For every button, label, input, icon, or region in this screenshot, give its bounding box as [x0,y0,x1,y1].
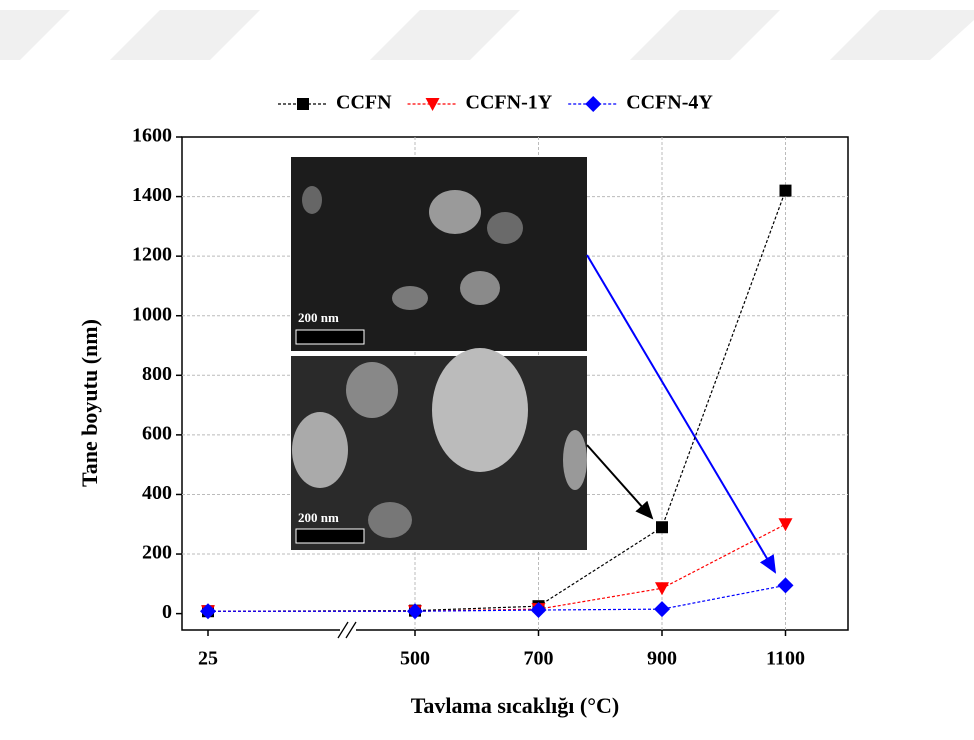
arrow [586,254,777,574]
grain [346,362,398,418]
grain [392,286,428,310]
x-axis-label: Tavlama sıcaklığı (°C) [411,693,619,718]
legend-label: CCFN [336,92,392,114]
grain [292,412,348,488]
point [407,603,423,620]
point [200,603,216,620]
point [530,602,547,619]
x-tick-label: 25 [198,648,218,670]
y-tick-label: 800 [142,363,172,385]
series-line [208,584,786,612]
point [656,521,668,534]
watermark [0,10,974,60]
y-tick-label: 1000 [132,303,172,325]
point [777,577,794,594]
inset-image [291,157,587,351]
legend-label: CCFN-4Y [626,92,713,114]
x-tick-label: 700 [524,648,554,670]
y-tick-label: 0 [162,601,172,623]
grain [487,212,523,244]
x-tick-label: 1100 [766,648,805,670]
scale-label: 200 nm [298,510,339,525]
point [585,96,602,112]
y-tick-label: 600 [142,422,172,444]
grain [432,348,528,472]
point [655,582,669,596]
scale-bar [295,528,365,544]
grain [429,190,481,234]
point [297,98,309,110]
y-tick-label: 1200 [132,244,172,266]
legend-label: CCFN-1Y [466,92,553,114]
point [779,184,792,197]
point [778,518,793,532]
y-tick-label: 200 [142,542,172,564]
x-tick-label: 900 [647,648,677,670]
grain [302,186,322,214]
y-axis-label: Tane boyutu (nm) [77,319,102,487]
arrow [586,444,654,520]
point [654,601,670,618]
scale-label: 200 nm [298,310,339,325]
insets: 200 nm 200 nm [291,157,587,550]
y-tick-label: 400 [142,482,172,504]
legend: CCFN CCFN-1Y CCFN-4Y [278,92,713,114]
grain [368,502,412,538]
grain [460,271,500,305]
x-tick-label: 500 [400,648,430,670]
axis-break [337,621,357,639]
plot-frame [181,136,849,631]
y-tick-label: 1400 [132,184,172,206]
grain [563,430,587,490]
scale-bar [295,329,365,345]
y-tick-label: 1600 [132,125,172,147]
point [425,98,440,111]
